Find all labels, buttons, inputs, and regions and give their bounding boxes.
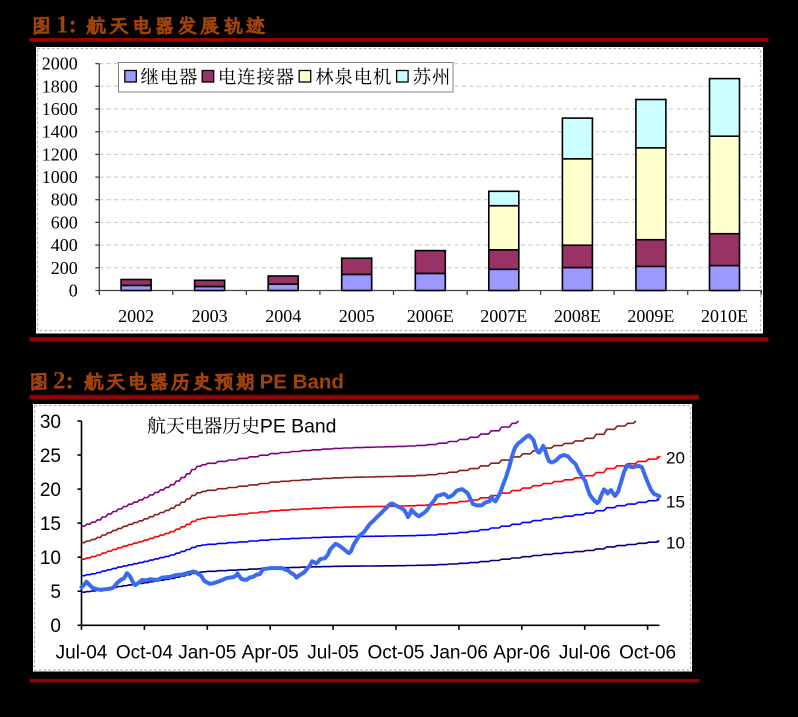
svg-text:2010E: 2010E	[701, 306, 748, 326]
svg-text:1800: 1800	[42, 76, 78, 96]
svg-text:400: 400	[51, 235, 78, 255]
svg-text:1400: 1400	[42, 122, 78, 142]
svg-text:25: 25	[40, 446, 61, 467]
svg-text:2003: 2003	[192, 306, 228, 326]
svg-text:2005: 2005	[339, 306, 375, 326]
svg-text:Oct-05: Oct-05	[367, 643, 424, 664]
svg-text:PE Band: PE Band	[260, 371, 344, 394]
svg-text:1000: 1000	[42, 167, 78, 187]
svg-text:Jan-06: Jan-06	[430, 643, 488, 664]
svg-text:Apr-05: Apr-05	[242, 643, 299, 664]
svg-text:0: 0	[50, 616, 61, 637]
svg-text:1600: 1600	[42, 99, 78, 119]
svg-text:600: 600	[51, 212, 78, 232]
svg-text:Jan-05: Jan-05	[178, 643, 236, 664]
svg-text:PE Band: PE Band	[260, 416, 337, 438]
svg-text:2002: 2002	[118, 306, 154, 326]
svg-text:800: 800	[51, 190, 78, 210]
svg-text:15: 15	[40, 514, 61, 535]
svg-text:15: 15	[666, 492, 685, 511]
svg-text:2006E: 2006E	[407, 306, 454, 326]
svg-text:2004: 2004	[265, 306, 301, 326]
svg-text:Jul-04: Jul-04	[56, 643, 108, 664]
svg-text:2008E: 2008E	[554, 306, 601, 326]
svg-text:10: 10	[40, 548, 61, 569]
svg-text:20: 20	[40, 480, 61, 501]
svg-text:5: 5	[50, 582, 61, 603]
svg-text:30: 30	[40, 412, 61, 433]
svg-text:Jul-05: Jul-05	[307, 643, 359, 664]
svg-text:2007E: 2007E	[480, 306, 527, 326]
svg-text:Jul-06: Jul-06	[559, 643, 611, 664]
svg-text:20: 20	[666, 449, 685, 468]
svg-text:2:: 2:	[53, 368, 74, 395]
svg-text:10: 10	[666, 533, 685, 552]
svg-text:2009E: 2009E	[627, 306, 674, 326]
svg-text:2000: 2000	[42, 54, 78, 74]
svg-text:Apr-06: Apr-06	[493, 643, 550, 664]
svg-text:Oct-06: Oct-06	[619, 643, 676, 664]
svg-text:200: 200	[51, 258, 78, 278]
svg-text:1200: 1200	[42, 144, 78, 164]
svg-text:Oct-04: Oct-04	[116, 643, 173, 664]
svg-text:0: 0	[69, 281, 78, 301]
svg-text:1:: 1:	[56, 12, 77, 39]
